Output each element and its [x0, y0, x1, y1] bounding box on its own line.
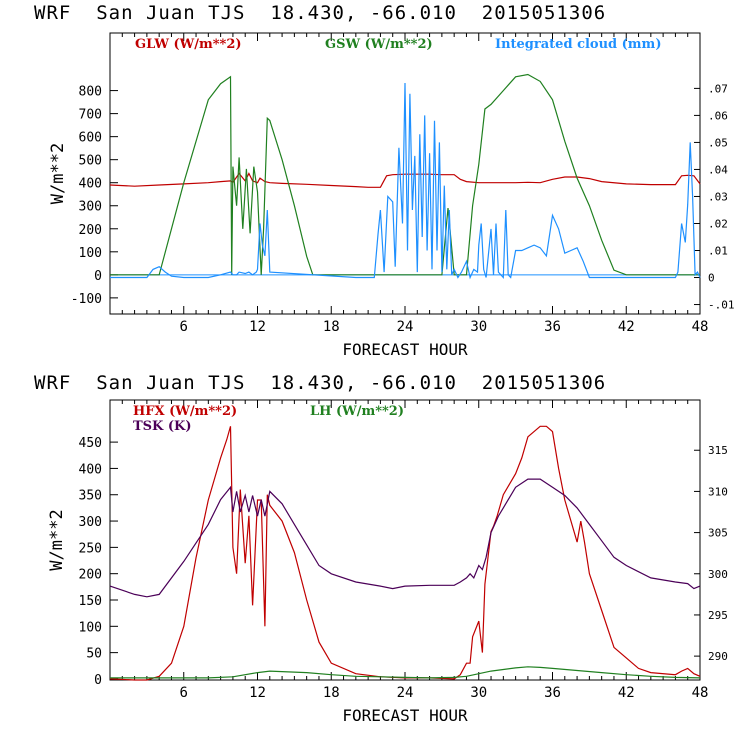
y2-tick-label: 290: [708, 650, 728, 663]
series-line: [109, 478, 701, 598]
y2-tick-label: 295: [708, 609, 728, 622]
x-tick-label: 30: [470, 685, 487, 701]
y-tick-label: 150: [79, 594, 102, 609]
y-tick-label: 450: [79, 436, 102, 451]
y-tick-label: 200: [79, 568, 102, 583]
x-tick-label: 42: [618, 319, 635, 335]
series-line: [110, 666, 701, 679]
x-tick-label: 36: [544, 319, 561, 335]
x-tick-label: 24: [397, 319, 414, 335]
y-tick-label: 100: [79, 246, 102, 261]
x-tick-label: 12: [249, 319, 266, 335]
y2-tick-label: -.01: [708, 299, 735, 312]
legend-entry: LH (W/m**2): [310, 404, 404, 419]
x-axis-label: FORECAST HOUR: [342, 340, 468, 359]
y-tick-label: 300: [79, 200, 102, 215]
y-tick-label: 400: [79, 177, 102, 192]
y-tick-label: 300: [79, 515, 102, 530]
y-tick-label: 200: [79, 223, 102, 238]
x-tick-label: 18: [323, 685, 340, 701]
y-tick-label: 800: [79, 85, 102, 100]
y2-tick-label: .04: [708, 163, 728, 176]
x-tick-label: 6: [180, 685, 188, 701]
x-tick-label: 42: [618, 685, 635, 701]
y-tick-label: 0: [94, 673, 102, 688]
y2-tick-label: .05: [708, 136, 728, 149]
x-tick-label: 24: [397, 685, 414, 701]
series-line: [109, 172, 701, 188]
y-tick-label: 500: [79, 154, 102, 169]
y-axis-label: W/m**2: [47, 509, 67, 570]
y-tick-label: -100: [71, 292, 102, 307]
x-tick-label: 30: [470, 319, 487, 335]
series-line: [110, 82, 701, 280]
y-tick-label: 400: [79, 462, 102, 477]
y2-tick-label: .01: [708, 245, 728, 258]
y-tick-label: 250: [79, 541, 102, 556]
x-tick-label: 48: [692, 685, 709, 701]
y-tick-label: 700: [79, 108, 102, 123]
top-chart-title: WRF San Juan TJS 18.430, -66.010 2015051…: [34, 2, 607, 24]
x-tick-label: 6: [180, 319, 188, 335]
y2-tick-label: .07: [708, 82, 728, 95]
bottom-chart-title: WRF San Juan TJS 18.430, -66.010 2015051…: [34, 372, 607, 394]
y2-tick-label: .03: [708, 190, 728, 203]
y2-tick-label: .02: [708, 217, 728, 230]
bottom-chart: 6 12 18 24 30 36 42 48 FORECAST HOUR 0 50 100 150 200…: [47, 399, 728, 725]
top-chart: 6 12 18 24 30 36 42 48 FORECAST HOUR -100 0 100 200 3…: [48, 32, 735, 359]
y-tick-label: 100: [79, 620, 102, 635]
legend-entry: TSK (K): [133, 419, 192, 434]
y-tick-label: 0: [94, 269, 102, 284]
x-tick-label: 36: [544, 685, 561, 701]
plot-frame: [109, 32, 701, 315]
y2-tick-label: .06: [708, 109, 728, 122]
legend-entry: GSW (W/m**2): [325, 37, 433, 52]
x-tick-label: 48: [692, 319, 709, 335]
x-tick-label: 18: [323, 319, 340, 335]
y-tick-label: 600: [79, 131, 102, 146]
legend-entry: Integrated cloud (mm): [495, 37, 661, 52]
y-tick-label: 50: [86, 647, 102, 662]
legend-entry: HFX (W/m**2): [133, 404, 237, 419]
x-tick-label: 12: [249, 685, 266, 701]
y2-tick-label: 0: [708, 272, 715, 285]
legend-entry: GLW (W/m**2): [135, 37, 242, 52]
x-axis-label: FORECAST HOUR: [342, 706, 468, 725]
y-axis-label: W/m**2: [48, 143, 68, 204]
y2-tick-label: 310: [708, 485, 728, 498]
y-tick-label: 350: [79, 489, 102, 504]
y2-tick-label: 315: [708, 444, 728, 457]
y2-tick-label: 305: [708, 527, 728, 540]
y2-tick-label: 300: [708, 568, 728, 581]
